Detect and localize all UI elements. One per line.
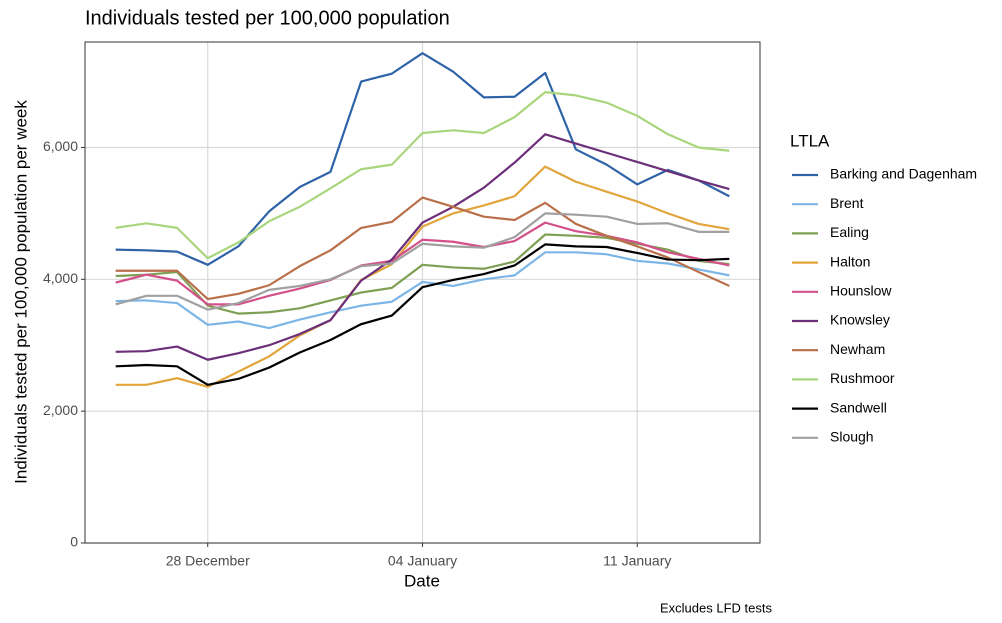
line-series xyxy=(115,133,730,361)
y-tick-label: 0 xyxy=(70,534,78,550)
legend-label: Slough xyxy=(830,429,874,445)
x-tick-label: 11 January xyxy=(603,553,671,569)
legend-label: Hounslow xyxy=(830,283,892,299)
legend-title: LTLA xyxy=(790,131,830,150)
legend-label: Knowsley xyxy=(830,312,890,328)
legend-label: Newham xyxy=(830,341,885,357)
line-series xyxy=(115,212,730,311)
line-series xyxy=(115,251,730,330)
legend-label: Brent xyxy=(830,195,864,211)
x-tick-label: 28 December xyxy=(166,553,250,569)
y-axis-label: Individuals tested per 100,000 populatio… xyxy=(11,100,30,484)
legend-label: Rushmoor xyxy=(830,370,895,386)
line-series xyxy=(115,196,730,301)
x-tick-label: 04 January xyxy=(388,553,457,569)
y-tick-label: 2,000 xyxy=(43,402,78,418)
y-tick-label: 4,000 xyxy=(43,270,78,286)
legend-label: Halton xyxy=(830,253,870,269)
legend-label: Ealing xyxy=(830,224,869,240)
legend-label: Barking and Dagenham xyxy=(830,166,977,182)
line-series xyxy=(115,52,730,266)
y-tick-label: 6,000 xyxy=(43,138,78,154)
legend-label: Sandwell xyxy=(830,399,887,415)
line-series xyxy=(115,243,730,386)
plot-border xyxy=(84,41,761,544)
x-axis-label: Date xyxy=(404,571,440,590)
chart-title: Individuals tested per 100,000 populatio… xyxy=(85,7,450,29)
caption: Excludes LFD tests xyxy=(660,600,772,615)
line-series xyxy=(115,221,730,306)
line-series xyxy=(115,90,730,260)
